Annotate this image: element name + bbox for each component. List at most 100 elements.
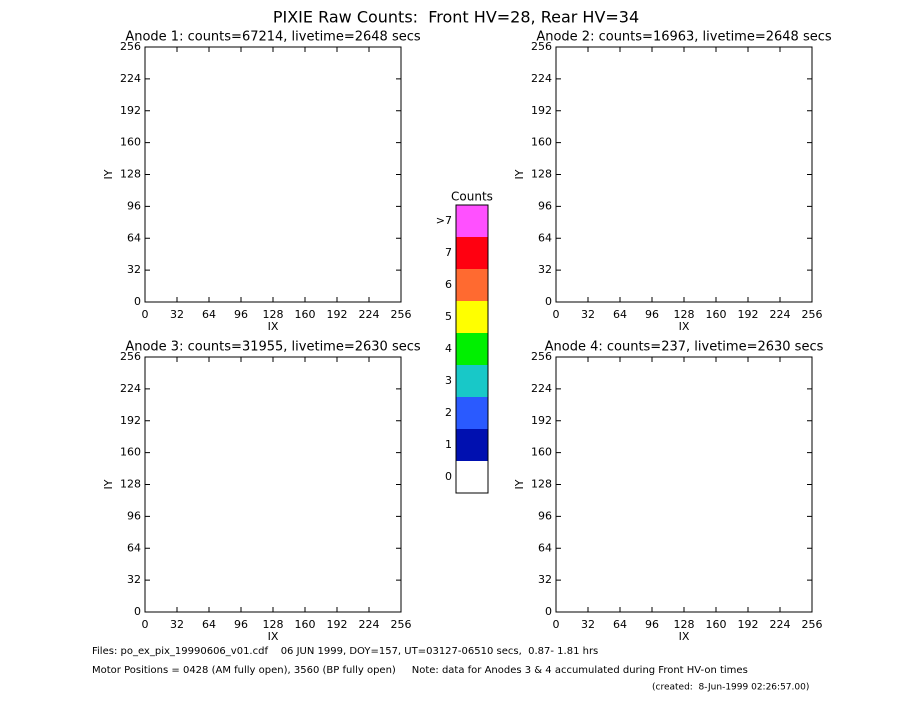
- colorbar-label: 3: [445, 374, 452, 387]
- x-tick-label: 160: [295, 308, 316, 321]
- main-title: PIXIE Raw Counts: Front HV=28, Rear HV=3…: [273, 8, 639, 27]
- y-tick-label: 128: [120, 168, 141, 181]
- y-tick-label: 64: [538, 541, 552, 554]
- colorbar-swatch: [456, 205, 488, 237]
- x-axis-label: IX: [679, 320, 690, 333]
- plot-frame: [555, 46, 813, 303]
- colorbar-swatch: [456, 429, 488, 461]
- y-tick-label: 96: [538, 199, 552, 212]
- x-tick-label: 256: [802, 618, 823, 631]
- y-tick-label: 32: [127, 573, 141, 586]
- x-tick-label: 0: [142, 618, 149, 631]
- x-tick-label: 32: [581, 618, 595, 631]
- panel-title: Anode 4: counts=237, livetime=2630 secs: [545, 340, 824, 355]
- x-axis-label: IX: [268, 630, 279, 643]
- y-axis-label: IY: [513, 169, 526, 179]
- plot-frame: [144, 46, 402, 303]
- y-tick-label: 256: [531, 350, 552, 363]
- colorbar-swatch: [456, 333, 488, 365]
- y-tick-label: 32: [127, 263, 141, 276]
- y-tick-label: 0: [134, 295, 141, 308]
- y-tick-label: 64: [538, 231, 552, 244]
- colorbar-label: 4: [445, 342, 452, 355]
- y-tick-label: 160: [531, 136, 552, 149]
- y-tick-label: 192: [120, 104, 141, 117]
- x-tick-label: 0: [553, 618, 560, 631]
- y-tick-label: 64: [127, 231, 141, 244]
- x-tick-label: 64: [202, 618, 216, 631]
- y-tick-label: 256: [120, 350, 141, 363]
- y-tick-label: 256: [120, 40, 141, 53]
- colorbar-title: Counts: [451, 190, 493, 204]
- colorbar-label: 2: [445, 406, 452, 419]
- x-tick-label: 96: [645, 618, 659, 631]
- x-tick-label: 256: [391, 308, 412, 321]
- panel-title: Anode 2: counts=16963, livetime=2648 sec…: [536, 30, 832, 45]
- y-tick-label: 128: [531, 168, 552, 181]
- x-tick-label: 64: [202, 308, 216, 321]
- x-tick-label: 160: [706, 308, 727, 321]
- y-tick-label: 192: [531, 414, 552, 427]
- x-tick-label: 128: [263, 618, 284, 631]
- x-tick-label: 0: [553, 308, 560, 321]
- x-tick-label: 128: [674, 308, 695, 321]
- colorbar-label: 7: [445, 246, 452, 259]
- y-tick-label: 128: [120, 478, 141, 491]
- x-tick-label: 192: [738, 308, 759, 321]
- colorbar-frame: [455, 204, 489, 494]
- colorbar-swatch: [456, 397, 488, 429]
- y-tick-label: 32: [538, 263, 552, 276]
- plot-frame: [144, 356, 402, 613]
- x-tick-label: 96: [234, 308, 248, 321]
- y-tick-label: 160: [120, 446, 141, 459]
- colorbar-swatch: [456, 365, 488, 397]
- y-tick-label: 96: [538, 509, 552, 522]
- y-tick-label: 0: [134, 605, 141, 618]
- x-tick-label: 256: [802, 308, 823, 321]
- colorbar-swatch: [456, 237, 488, 269]
- x-tick-label: 160: [706, 618, 727, 631]
- y-tick-label: 224: [120, 382, 141, 395]
- x-tick-label: 192: [738, 618, 759, 631]
- x-tick-label: 192: [327, 308, 348, 321]
- x-tick-label: 32: [170, 618, 184, 631]
- x-tick-label: 224: [359, 308, 380, 321]
- x-tick-label: 96: [645, 308, 659, 321]
- footer-created: (created: 8-Jun-1999 02:26:57.00): [652, 683, 809, 693]
- x-tick-label: 96: [234, 618, 248, 631]
- y-tick-label: 160: [120, 136, 141, 149]
- colorbar-swatch: [456, 461, 488, 493]
- y-tick-label: 160: [531, 446, 552, 459]
- x-tick-label: 224: [359, 618, 380, 631]
- panel-title: Anode 1: counts=67214, livetime=2648 sec…: [125, 30, 421, 45]
- x-tick-label: 64: [613, 308, 627, 321]
- x-tick-label: 256: [391, 618, 412, 631]
- colorbar-label: 0: [445, 470, 452, 483]
- y-tick-label: 224: [531, 382, 552, 395]
- y-tick-label: 224: [120, 72, 141, 85]
- x-tick-label: 128: [674, 618, 695, 631]
- y-axis-label: IY: [102, 479, 115, 489]
- y-tick-label: 192: [531, 104, 552, 117]
- y-tick-label: 0: [545, 605, 552, 618]
- colorbar-swatch: [456, 301, 488, 333]
- colorbar-label: 5: [445, 310, 452, 323]
- y-tick-label: 96: [127, 509, 141, 522]
- y-tick-label: 256: [531, 40, 552, 53]
- footer-motor: Motor Positions = 0428 (AM fully open), …: [92, 665, 748, 676]
- colorbar-swatch: [456, 269, 488, 301]
- x-tick-label: 128: [263, 308, 284, 321]
- y-tick-label: 128: [531, 478, 552, 491]
- x-axis-label: IX: [679, 630, 690, 643]
- x-tick-label: 32: [170, 308, 184, 321]
- plot-frame: [555, 356, 813, 613]
- panel-title: Anode 3: counts=31955, livetime=2630 sec…: [125, 340, 421, 355]
- colorbar-label: 1: [445, 438, 452, 451]
- x-tick-label: 0: [142, 308, 149, 321]
- y-tick-label: 32: [538, 573, 552, 586]
- y-tick-label: 192: [120, 414, 141, 427]
- footer-files: Files: po_ex_pix_19990606_v01.cdf 06 JUN…: [92, 646, 598, 657]
- x-tick-label: 192: [327, 618, 348, 631]
